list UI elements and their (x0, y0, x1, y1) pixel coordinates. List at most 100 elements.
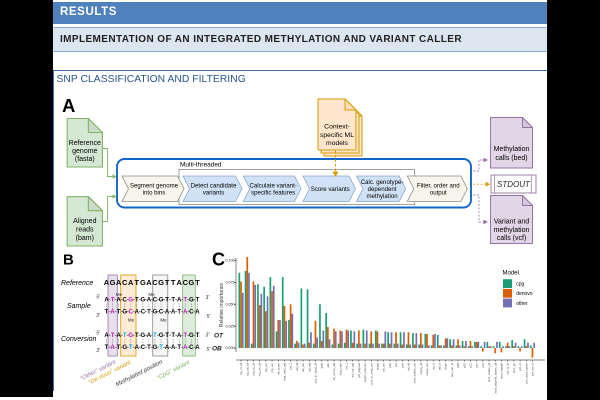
svg-text:C: C (141, 345, 146, 351)
svg-text:C: C (183, 278, 189, 287)
svg-text:5': 5' (96, 331, 101, 337)
svg-text:Reference: Reference (61, 280, 93, 287)
svg-text:0.025: 0.025 (226, 324, 235, 328)
svg-text:T: T (117, 310, 121, 316)
svg-text:G: G (140, 278, 146, 287)
svg-text:T: T (147, 310, 151, 316)
svg-text:A: A (104, 298, 109, 304)
svg-text:T: T (196, 298, 200, 304)
svg-text:G: G (153, 310, 158, 316)
svg-text:Me: Me (148, 292, 155, 297)
svg-text:pob: pob (400, 363, 404, 368)
svg-text:T: T (183, 298, 187, 304)
svg-text:alts: alts (326, 362, 330, 367)
svg-text:T: T (105, 345, 109, 351)
svg-text:T: T (165, 298, 169, 304)
svg-text:A: A (116, 333, 121, 339)
svg-text:qual: qual (320, 363, 324, 369)
svg-text:pos_in_read_all: pos_in_read_all (313, 363, 317, 384)
svg-text:pct_ot: pct_ot (518, 363, 522, 371)
svg-text:T: T (135, 333, 139, 339)
svg-text:B: B (63, 252, 74, 269)
svg-text:T: T (111, 298, 115, 304)
svg-text:Calc. genotype-: Calc. genotype- (361, 179, 404, 186)
svg-text:p01: p01 (462, 363, 466, 368)
svg-text:STDOUT: STDOUT (497, 180, 531, 189)
svg-text:T: T (195, 278, 200, 287)
svg-text:Multi-threaded: Multi-threaded (180, 162, 222, 169)
svg-text:G: G (141, 298, 146, 304)
svg-text:A: A (171, 310, 176, 316)
svg-text:alt_score: alt_score (276, 363, 280, 375)
svg-text:vtype: vtype (444, 363, 448, 370)
svg-text:ad_adj: ad_adj (307, 363, 311, 372)
svg-text:T: T (171, 333, 175, 339)
svg-text:Detect candidate: Detect candidate (191, 182, 237, 189)
svg-text:bq_ot_all: bq_ot_all (239, 363, 243, 375)
svg-text:Conversion: Conversion (61, 336, 97, 343)
svg-text:Me: Me (160, 318, 167, 323)
svg-text:G: G (188, 278, 194, 287)
svg-text:0.075: 0.075 (226, 281, 235, 285)
svg-text:Score variants: Score variants (311, 186, 350, 193)
svg-text:calls (vcf): calls (vcf) (497, 235, 527, 242)
svg-text:alt_score_adj: alt_score_adj (332, 363, 336, 381)
svg-text:C: C (129, 310, 134, 316)
svg-text:del_b: del_b (437, 363, 441, 370)
svg-text:ad_var: ad_var (301, 363, 305, 372)
svg-text:5': 5' (207, 347, 212, 353)
svg-text:pm_read_bases: pm_read_bases (524, 362, 528, 383)
svg-text:A: A (135, 310, 140, 316)
svg-text:Model: Model (503, 271, 519, 277)
svg-text:mq_ot_all: mq_ot_all (251, 363, 255, 376)
svg-text:Aligned: Aligned (73, 218, 96, 225)
svg-text:A: A (110, 345, 115, 351)
svg-text:G: G (159, 333, 164, 339)
svg-text:ins_b: ins_b (431, 363, 435, 370)
svg-text:A: A (147, 333, 152, 339)
svg-text:mq_var: mq_var (270, 363, 274, 373)
svg-text:pm_var_b: pm_var_b (530, 363, 534, 376)
svg-text:num_aligned_bases_all: num_aligned_bases_all (493, 363, 497, 394)
svg-text:A: A (177, 298, 182, 304)
svg-text:0.050: 0.050 (226, 302, 235, 306)
svg-text:OT: OT (214, 333, 224, 340)
svg-text:C: C (153, 298, 158, 304)
svg-text:C: C (141, 310, 146, 316)
svg-text:3': 3' (206, 333, 211, 339)
svg-text:Filter, order and: Filter, order and (417, 182, 460, 189)
svg-text:A: A (171, 345, 176, 351)
svg-text:A: A (177, 278, 183, 287)
svg-text:0.100: 0.100 (226, 259, 235, 263)
svg-text:A: A (128, 278, 134, 287)
svg-text:3': 3' (96, 348, 101, 354)
svg-text:G: G (158, 278, 164, 287)
svg-text:OB: OB (212, 346, 222, 353)
svg-text:bq_var: bq_var (264, 363, 268, 372)
svg-text:ad_var_adj: ad_var_adj (351, 363, 355, 378)
svg-text:Sample: Sample (67, 303, 91, 310)
svg-text:G: G (128, 333, 133, 339)
svg-text:G: G (141, 333, 146, 339)
svg-text:var_in_lc: var_in_lc (506, 362, 510, 374)
svg-text:(bam): (bam) (76, 235, 94, 242)
svg-text:A: A (116, 298, 121, 304)
svg-text:region_entropy: region_entropy (363, 362, 367, 382)
svg-text:A: A (195, 310, 200, 316)
svg-text:p00: p00 (456, 363, 460, 368)
svg-text:A: A (104, 333, 109, 339)
svg-text:freq_ratio: freq_ratio (338, 363, 342, 376)
svg-text:pcd: pcd (481, 363, 485, 368)
svg-text:A: A (183, 345, 188, 351)
svg-text:models: models (326, 140, 349, 147)
svg-text:T: T (135, 298, 139, 304)
svg-text:T: T (177, 310, 181, 316)
svg-text:mapq_all: mapq_all (419, 363, 423, 375)
svg-text:Methylation: Methylation (494, 146, 530, 153)
svg-text:ab_all: ab_all (406, 363, 410, 371)
svg-text:5': 5' (207, 314, 212, 320)
svg-text:5': 5' (96, 295, 101, 301)
svg-text:T: T (153, 333, 157, 339)
svg-text:T: T (117, 345, 121, 351)
svg-text:mq_ob_all: mq_ob_all (258, 363, 262, 377)
